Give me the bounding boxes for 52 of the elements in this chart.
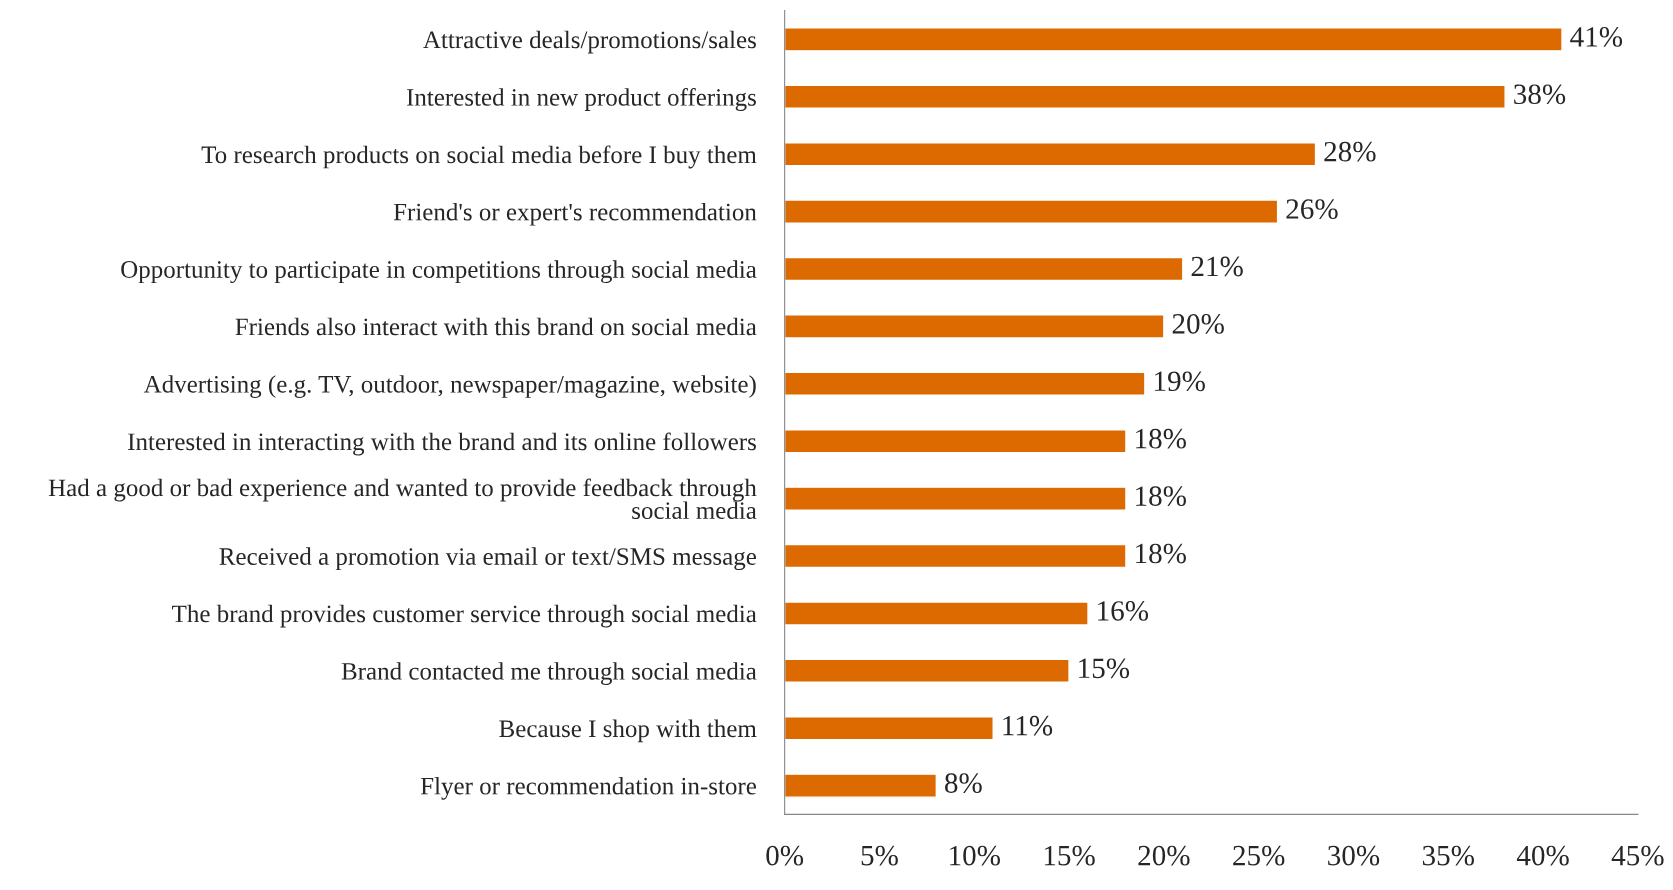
y-tick-label: Advertising (e.g. TV, outdoor, newspaper/magazine, website) [143, 375, 756, 398]
x-tick-label: 10% [950, 845, 1000, 866]
y-tick-label: Because I shop with them [499, 719, 757, 743]
bar [784, 142, 1317, 167]
bar [784, 486, 1127, 511]
bar [784, 543, 1127, 569]
x-tick-label: 30% [1328, 845, 1380, 866]
y-tick-label: The brand provides customer service through social media [172, 604, 757, 628]
y-tick-label: Received a promotion via email or text/SMS message [219, 547, 756, 571]
y-tick-label: Interested in new product offerings [406, 87, 756, 111]
bar [784, 27, 1563, 52]
data-label: 21% [1191, 256, 1243, 277]
y-tick-label: Attractive deals/promotions/sales [423, 30, 756, 54]
y-tick-label: Had a good or bad experience and wanted to provide feedback through social media [48, 478, 757, 520]
data-label: 18% [1136, 428, 1186, 449]
data-label: 16% [1098, 601, 1149, 621]
y-tick-label: Brand contacted me through social media [341, 662, 757, 685]
bar [784, 199, 1279, 224]
bar [784, 658, 1070, 684]
x-tick-label: 25% [1233, 845, 1285, 866]
data-label: 18% [1136, 543, 1186, 564]
y-tick-label: Interested in interacting with the brand and its online followers [128, 432, 756, 456]
bar [784, 256, 1184, 282]
data-label: 41% [1570, 27, 1623, 47]
y-tick-label: Friend's or expert's recommendation [393, 202, 757, 226]
data-label: 11% [1003, 715, 1053, 736]
x-tick-label: 45% [1611, 845, 1664, 866]
bar [784, 371, 1146, 396]
bar [784, 601, 1089, 626]
data-label: 19% [1155, 371, 1205, 392]
bar [784, 84, 1506, 109]
data-label: 18% [1136, 486, 1186, 507]
x-tick-label: 15% [1044, 845, 1095, 866]
x-tick-label: 35% [1422, 845, 1474, 866]
data-label: 15% [1079, 658, 1130, 679]
y-tick-label: Friends also interact with this brand on social media [235, 317, 757, 336]
x-tick-label: 40% [1516, 845, 1569, 866]
x-tick-label: 0% [766, 845, 804, 866]
y-tick-label: To research products on social media before I buy them [201, 145, 757, 169]
data-label: 38% [1514, 84, 1566, 105]
x-tick-label: 20% [1138, 845, 1190, 866]
bar [784, 429, 1127, 454]
bar [784, 773, 938, 798]
data-label: 28% [1324, 141, 1376, 162]
bar [784, 716, 994, 741]
y-tick-label: Flyer or recommendation in-store [420, 776, 756, 800]
data-label: 8% [945, 773, 982, 794]
x-tick-label: 5% [861, 845, 898, 866]
data-label: 26% [1286, 199, 1338, 219]
bar [784, 314, 1165, 339]
y-tick-label: Opportunity to participate in competitions through social media [121, 260, 757, 284]
data-label: 20% [1172, 314, 1224, 334]
